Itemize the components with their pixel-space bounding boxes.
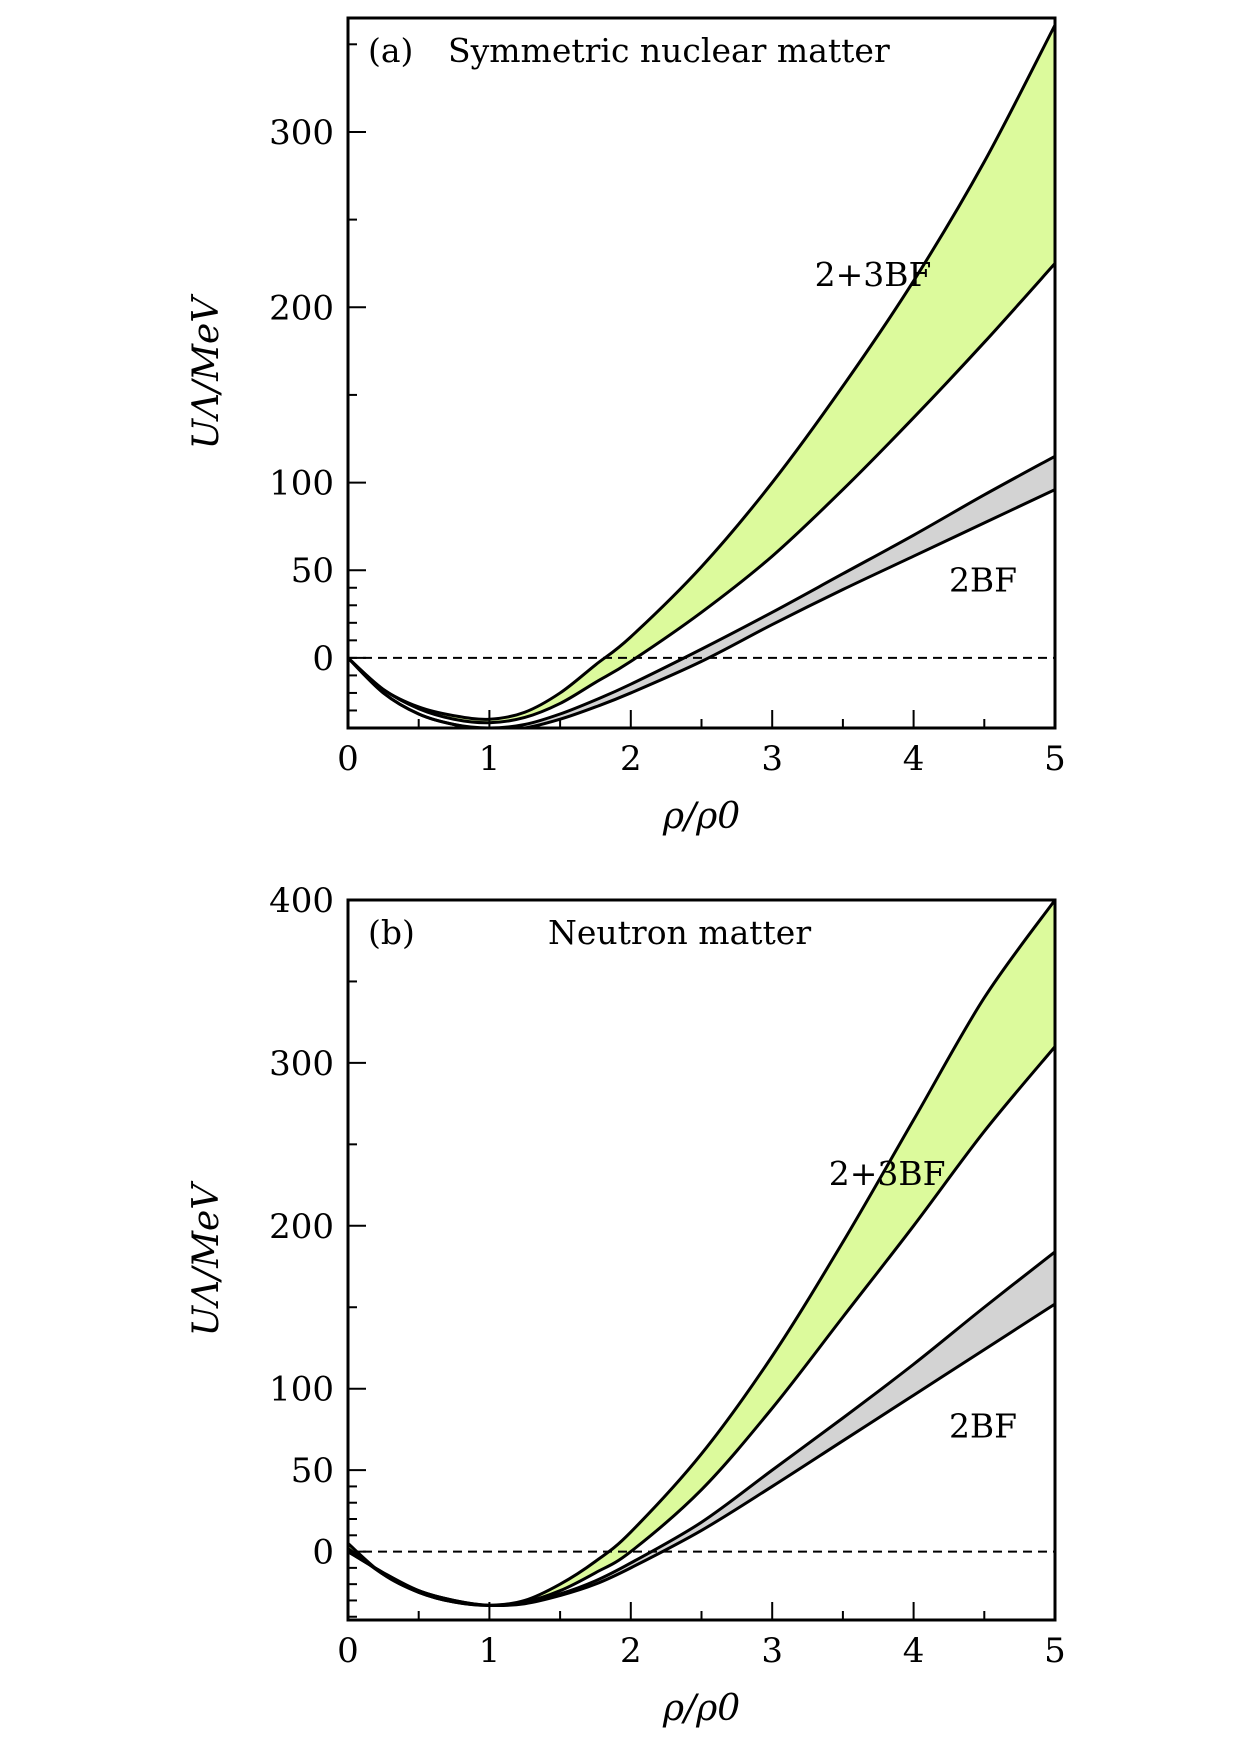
- x-tick-label: 1: [479, 739, 501, 779]
- plot-area: [348, 24, 1055, 728]
- series-label-2-3bf: 2+3BF: [829, 1154, 946, 1193]
- x-axis-title: ρ/ρ0: [662, 796, 740, 837]
- x-tick-label: 3: [761, 739, 783, 779]
- band-2-3bf: [348, 25, 1055, 723]
- y-tick-label: 200: [269, 288, 334, 328]
- y-tick-label: 50: [291, 1451, 334, 1491]
- y-tick-label: 200: [269, 1207, 334, 1247]
- x-tick-label: 4: [903, 739, 925, 779]
- series-label-2bf: 2BF: [949, 1407, 1017, 1446]
- curve-2bf-lower: [348, 488, 1055, 728]
- curve-2-3bf-lower: [348, 262, 1055, 725]
- y-axis-title: UΛ/MeV: [186, 293, 227, 450]
- x-tick-label: 2: [620, 739, 642, 779]
- y-tick-label: 400: [269, 881, 334, 921]
- x-axis-title: ρ/ρ0: [662, 1688, 740, 1729]
- series-label-2bf: 2BF: [949, 560, 1017, 599]
- x-tick-label: 3: [761, 1631, 783, 1671]
- x-tick-label: 1: [479, 1631, 501, 1671]
- series-label-2-3bf: 2+3BF: [815, 255, 932, 294]
- y-tick-label: 100: [269, 1370, 334, 1410]
- curve-2-3bf-upper: [348, 24, 1055, 721]
- x-tick-label: 4: [903, 1631, 925, 1671]
- y-tick-label: 300: [269, 1044, 334, 1084]
- panel-label: (a): [368, 31, 413, 70]
- y-tick-label: 0: [312, 1533, 334, 1573]
- x-tick-label: 2: [620, 1631, 642, 1671]
- curve-2bf-upper: [348, 1250, 1055, 1607]
- curve-2-3bf-upper: [348, 900, 1055, 1607]
- y-tick-label: 300: [269, 113, 334, 153]
- panel-title: Neutron matter: [548, 913, 811, 952]
- y-axis-title: UΛ/MeV: [186, 1180, 227, 1337]
- panel-label: (b): [368, 913, 415, 952]
- curve-2bf-lower: [348, 1302, 1055, 1608]
- y-tick-label: 0: [312, 639, 334, 679]
- x-tick-label: 0: [337, 739, 359, 779]
- band-2-3bf: [348, 900, 1055, 1606]
- plot-area: [348, 900, 1055, 1608]
- x-tick-label: 0: [337, 1631, 359, 1671]
- plot-frame: [346, 898, 1057, 1622]
- panel-title: Symmetric nuclear matter: [448, 31, 890, 70]
- x-tick-label: 5: [1044, 739, 1066, 779]
- y-tick-label: 50: [291, 551, 334, 591]
- y-tick-label: 100: [269, 464, 334, 504]
- x-tick-label: 5: [1044, 1631, 1066, 1671]
